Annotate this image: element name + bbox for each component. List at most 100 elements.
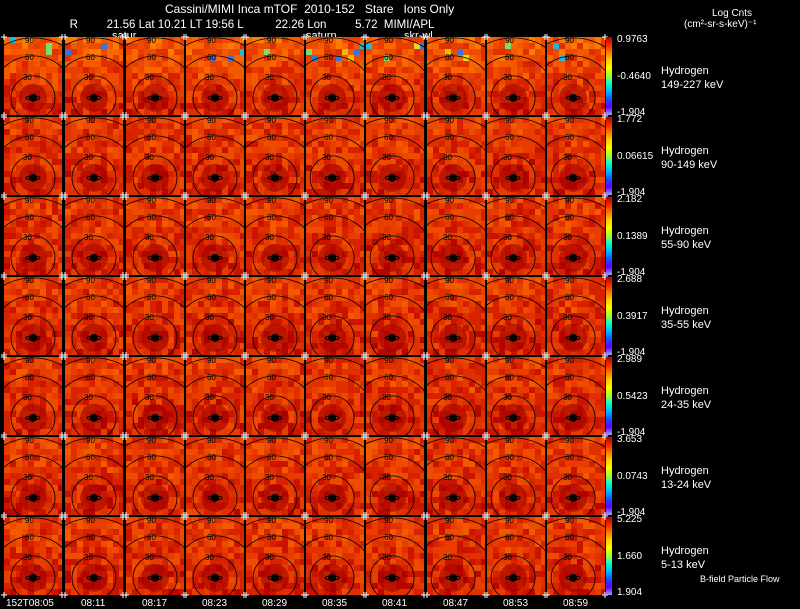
planet-icon [388,173,397,182]
planet-icon [449,413,458,422]
contour-label: 30 [443,473,452,482]
contour-line [126,535,184,549]
contour-label: 60 [147,453,156,462]
contour-line [306,55,364,72]
contour-line [366,357,424,368]
contour-label: 90 [505,516,514,525]
contour-label: 90 [25,356,34,365]
contour-label: 90 [267,196,276,205]
contour-label: 30 [563,73,572,82]
contour-line [71,315,117,355]
contour-label: 30 [145,473,154,482]
contour-label: 30 [145,393,154,402]
contour-line [369,155,415,195]
contour-label: 60 [384,133,393,142]
image-panel: 90 60 30 [183,434,247,518]
contour-line [366,215,424,232]
contour-label: 60 [86,453,95,462]
contour-line [427,197,485,208]
contour-label: 60 [147,373,156,382]
contour-label: 30 [205,153,214,162]
contour-line [547,437,605,448]
image-panel: 90 60 30 [484,114,548,198]
contour-label: 30 [443,233,452,242]
planet-icon [29,93,37,102]
contour-label: 30 [265,553,274,562]
contour-line [547,37,605,48]
contour-line [490,315,536,355]
planet-icon [328,573,337,582]
image-panel: 90 60 30 [62,114,126,198]
image-panel: 90 60 30 [1,434,65,518]
contour-label: 60 [445,293,454,302]
contour-label: 90 [147,356,156,365]
contour-line [252,235,298,275]
contour-label: 30 [265,73,274,82]
contour-line [65,437,123,446]
contour-line [65,117,123,126]
contour-line [186,437,244,446]
contour-label: 60 [25,373,34,382]
channel-energy: 24-35 keV [661,399,712,411]
contour-line [186,517,244,526]
contour-line [547,197,605,208]
contour-label: 90 [207,356,216,365]
contour-line [252,315,298,355]
contour-label: 30 [443,313,452,322]
contour-label: 30 [563,553,572,562]
contour-label: 90 [445,196,454,205]
planet-icon [509,93,518,102]
colorbar-max: 0.9763 [617,34,648,45]
contour-label: 90 [505,436,514,445]
image-panel: 90 60 30 [363,194,427,278]
contour-line [246,357,304,366]
contour-label: 90 [86,356,95,365]
contour-line [547,455,605,472]
contour-label: 90 [147,196,156,205]
contour-line [192,315,238,355]
contour-label: 30 [443,553,452,562]
contour-label: 30 [145,73,154,82]
contour-line [252,475,298,515]
contour-line [309,315,355,355]
contour-line [4,455,62,469]
contour-line [366,517,424,528]
contour-label: 60 [86,533,95,542]
contour-label: 90 [25,436,34,445]
contour-line [246,55,304,69]
colorbar-max: 5.225 [617,514,643,525]
contour-label: 90 [25,276,34,285]
contour-line [186,535,244,549]
contour-line [366,455,424,472]
contour-label: 60 [86,213,95,222]
contour-line [487,37,545,48]
planet-icon [151,93,159,102]
contour-line [427,135,485,152]
colorbar [606,357,612,435]
contour-label: 30 [145,233,154,242]
colorbar-min: -1.904 [617,347,646,358]
contour-label: 30 [84,473,93,482]
contour-label: 60 [324,133,333,142]
contour-line [65,135,123,149]
image-panel: 90 60 30 [243,114,307,198]
contour-line [126,135,184,149]
contour-label: 90 [207,516,216,525]
contour-line [10,235,56,275]
planet-icon [151,253,159,262]
contour-label: 30 [322,393,331,402]
image-panel: 90 60 30 [544,434,608,518]
planet-icon [29,333,37,342]
planet-icon [271,573,279,582]
contour-line [309,235,355,275]
contour-label: 60 [86,293,95,302]
planet-icon [271,413,279,422]
planet-icon [509,333,518,342]
image-panel: 90 60 30 [123,434,187,518]
contour-line [246,535,304,549]
contour-line [4,117,62,126]
contour-line [71,395,117,435]
planet-icon [388,93,397,102]
contour-line [366,135,424,152]
